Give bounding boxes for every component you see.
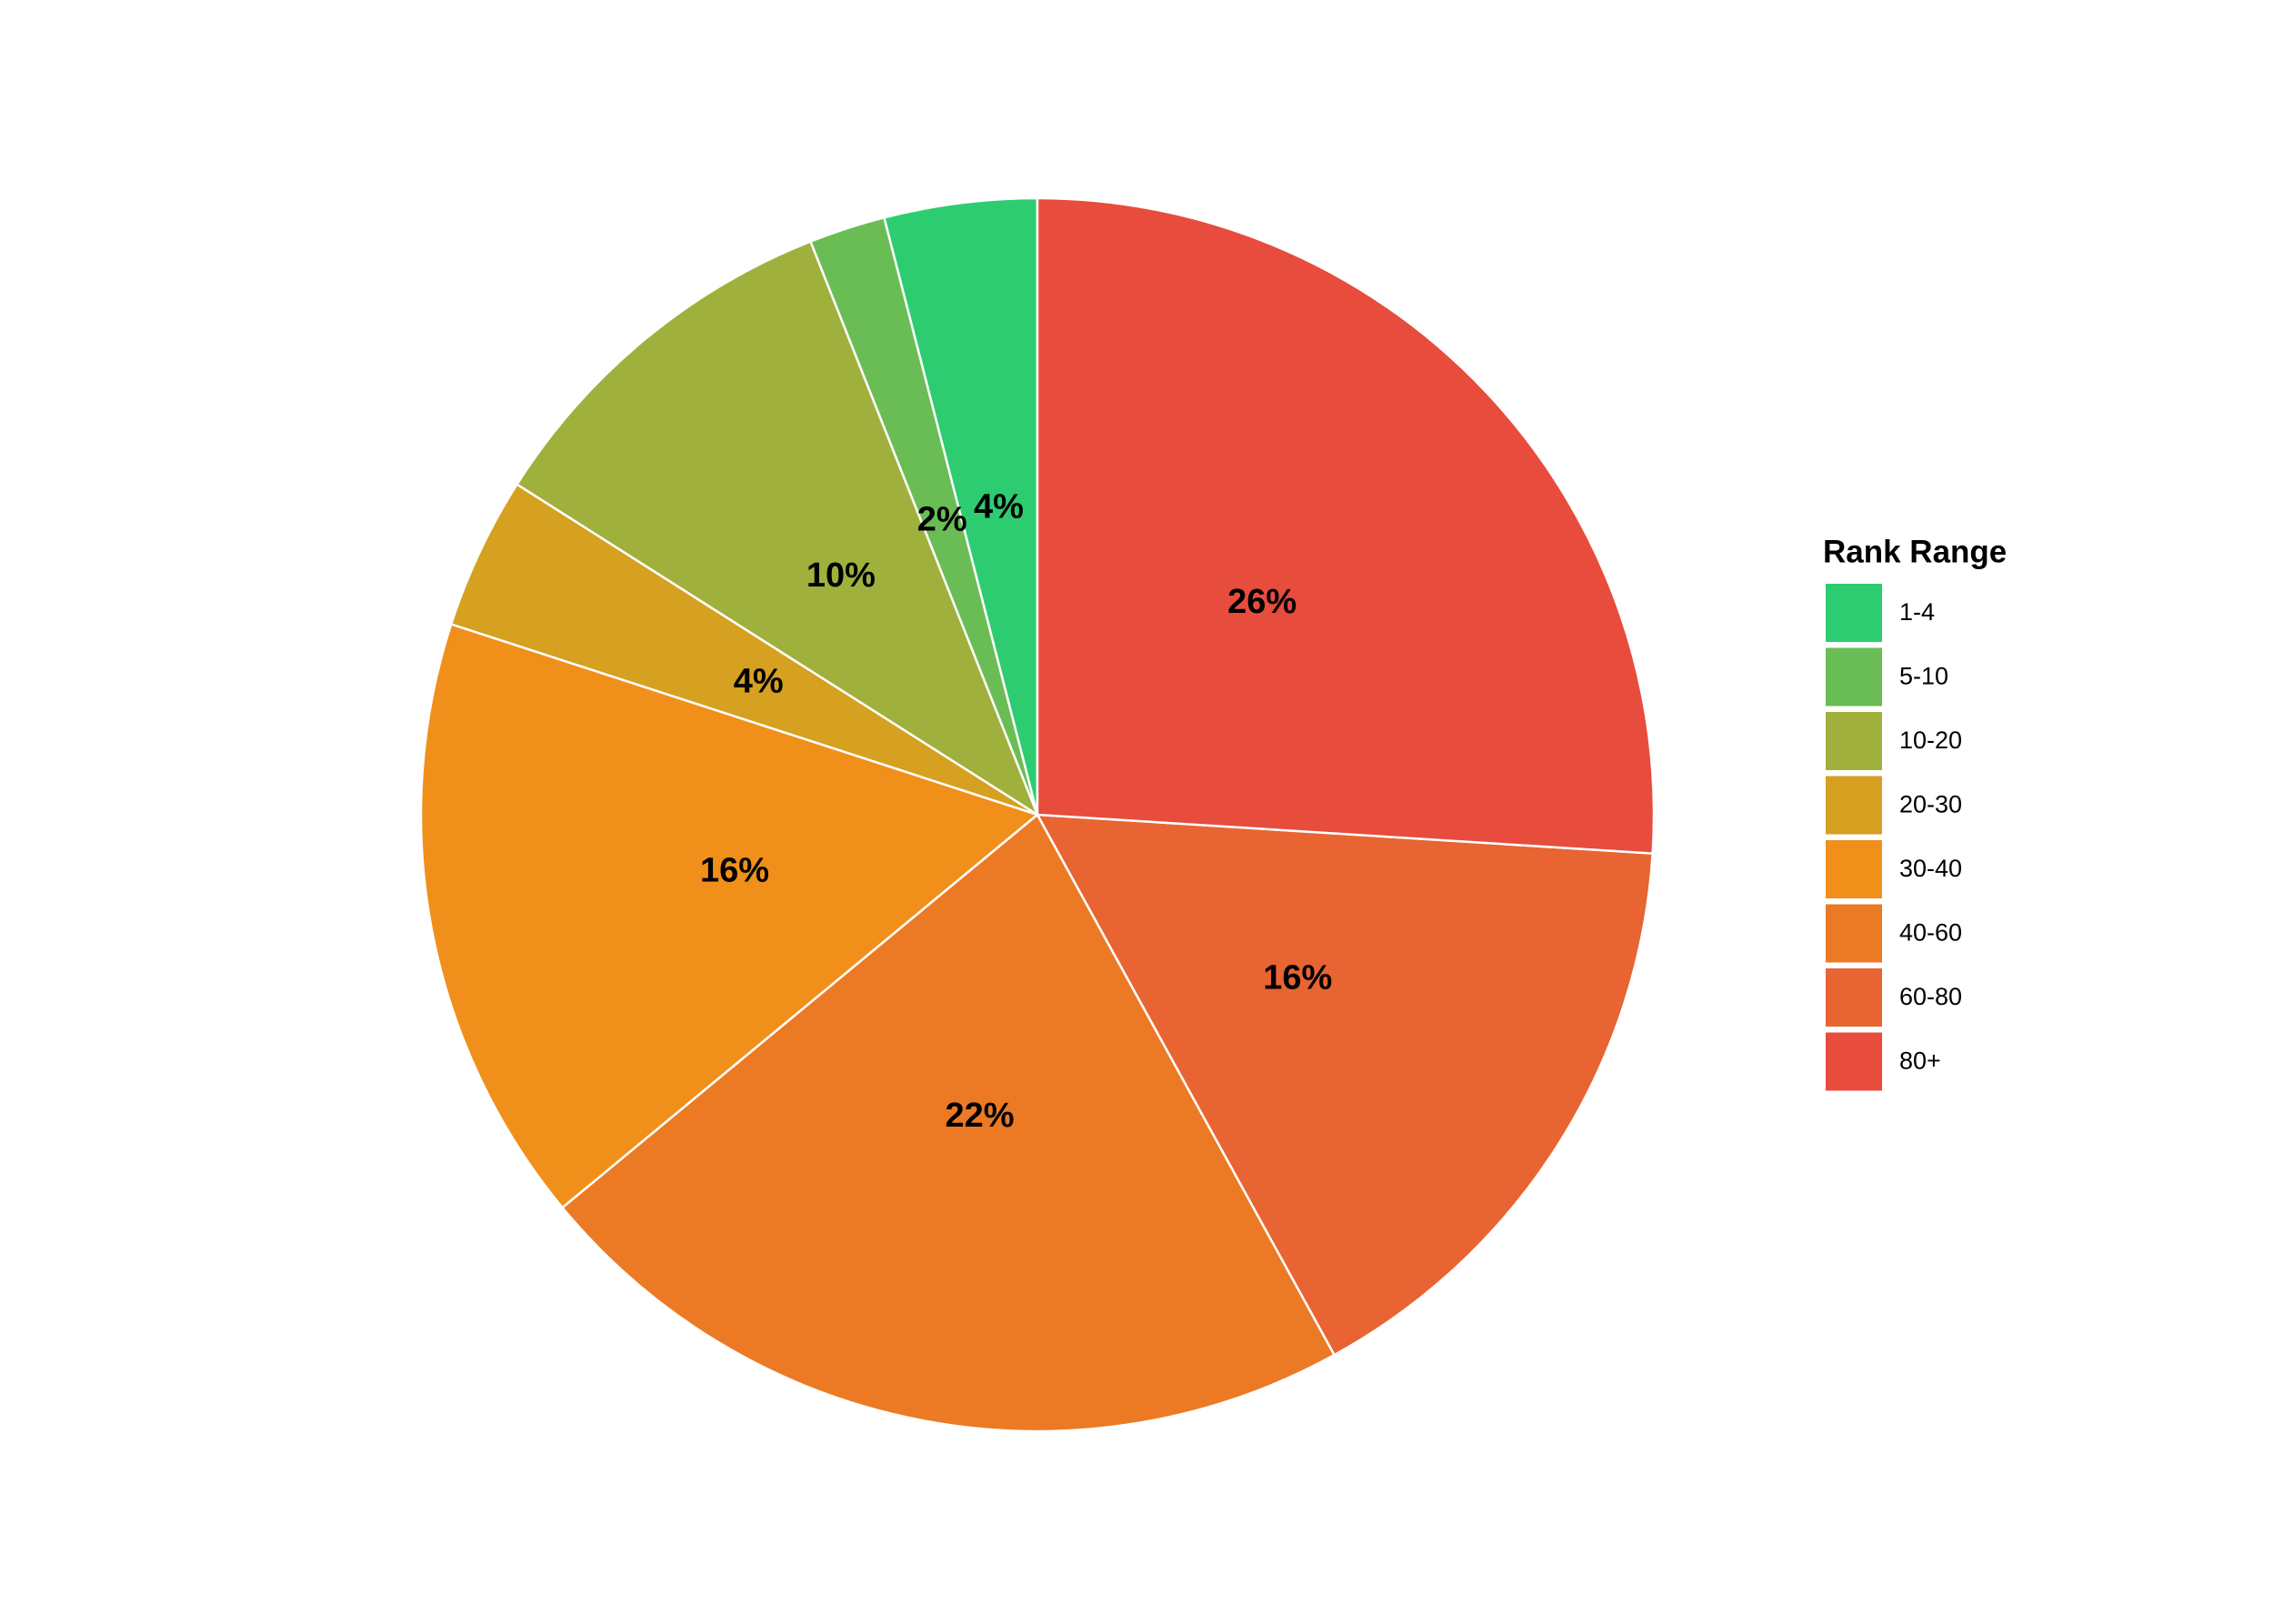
data-label: 10% [806,556,876,595]
legend-label: 30-40 [1899,855,1962,882]
legend-label: 40-60 [1899,919,1962,947]
data-label: 4% [734,663,784,701]
pie-slice [1035,813,1654,1357]
legend-label: 20-30 [1899,791,1962,818]
legend-label: 80+ [1899,1048,1941,1075]
pie-slice [515,239,1040,818]
data-label: 4% [974,488,1024,526]
legend-swatch [1824,1030,1884,1093]
data-label: 2% [917,501,967,539]
data-label: 16% [1263,959,1332,997]
legend-title: Rank Range [1823,534,2007,569]
legend-swatch [1824,902,1884,965]
pie-slice [419,622,1040,1209]
legend-swatch [1824,646,1884,708]
data-label: 26% [1227,583,1297,621]
legend-label: 10-20 [1899,727,1962,754]
pie-slice [560,813,1337,1433]
legend-swatch [1824,838,1884,900]
legend-swatch [1824,967,1884,1028]
legend-swatch [1824,774,1884,837]
pie-slice [1036,196,1656,855]
legend-swatch [1824,710,1884,772]
legend-label: 1-4 [1899,598,1935,626]
legend-label: 5-10 [1899,663,1948,690]
legend-swatch [1824,582,1884,644]
data-label: 22% [945,1097,1014,1135]
legend-label: 60-80 [1899,983,1962,1010]
data-label: 16% [700,852,769,890]
